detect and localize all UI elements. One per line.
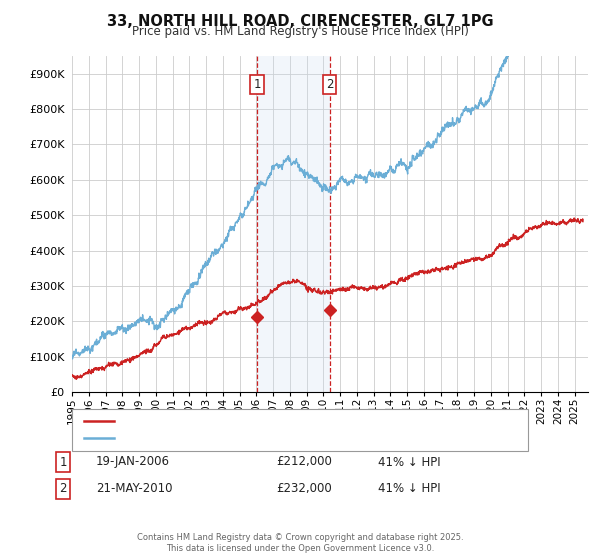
Text: 41% ↓ HPI: 41% ↓ HPI xyxy=(378,455,440,469)
Text: 21-MAY-2010: 21-MAY-2010 xyxy=(96,482,173,496)
Text: 2: 2 xyxy=(326,78,334,91)
Text: 1: 1 xyxy=(253,78,261,91)
Text: 2: 2 xyxy=(59,482,67,496)
Bar xyxy=(257,56,329,392)
Text: HPI: Average price, detached house, Cotswold: HPI: Average price, detached house, Cots… xyxy=(120,433,361,443)
Text: 33, NORTH HILL ROAD, CIRENCESTER, GL7 1PG (detached house): 33, NORTH HILL ROAD, CIRENCESTER, GL7 1P… xyxy=(120,417,460,426)
Text: 19-JAN-2006: 19-JAN-2006 xyxy=(96,455,170,469)
Text: 1: 1 xyxy=(59,455,67,469)
Text: 41% ↓ HPI: 41% ↓ HPI xyxy=(378,482,440,496)
Text: £232,000: £232,000 xyxy=(276,482,332,496)
Text: Price paid vs. HM Land Registry's House Price Index (HPI): Price paid vs. HM Land Registry's House … xyxy=(131,25,469,38)
Text: 33, NORTH HILL ROAD, CIRENCESTER, GL7 1PG: 33, NORTH HILL ROAD, CIRENCESTER, GL7 1P… xyxy=(107,14,493,29)
Text: £212,000: £212,000 xyxy=(276,455,332,469)
Text: Contains HM Land Registry data © Crown copyright and database right 2025.
This d: Contains HM Land Registry data © Crown c… xyxy=(137,533,463,553)
